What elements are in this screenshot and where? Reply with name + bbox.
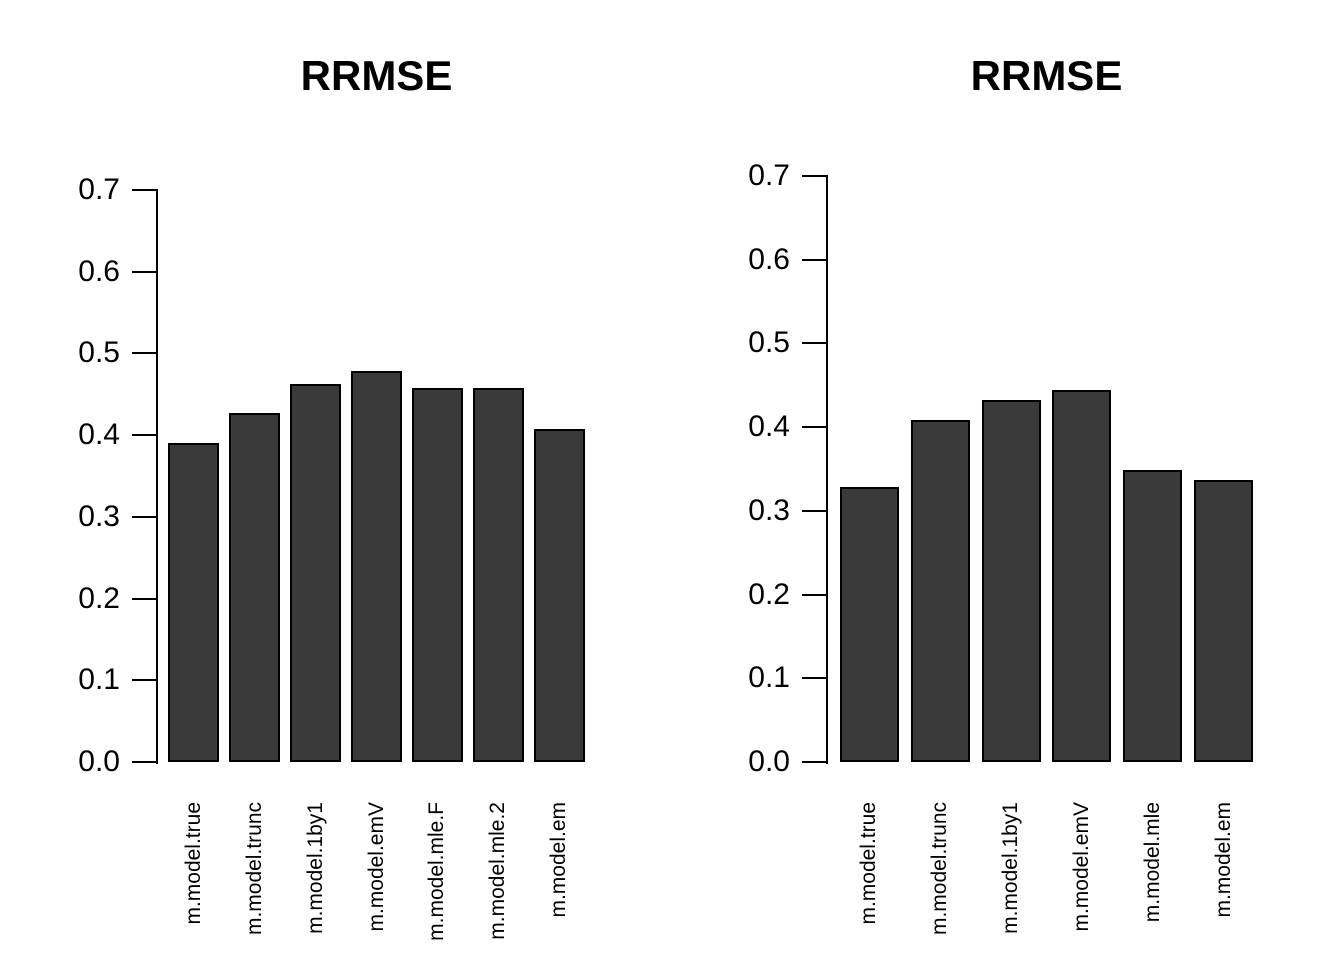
y-tick-label: 0.4 [748,410,790,444]
y-tick [132,515,158,518]
bar-m.model.em [1194,479,1254,762]
y-axis-line [826,175,828,764]
y-tick-label: 0.7 [78,173,120,206]
y-tick [132,679,158,682]
bar-m.model.mle [1123,469,1183,762]
chart-title: RRMSE [970,52,1123,99]
y-tick-label: 0.4 [78,418,120,452]
plot-area: 0.0 0.1 0.2 0.3 0.4 0.5 0.6 0.7 m.model.true m.mo… [672,0,1344,960]
x-tick-label: m.model.emV [364,802,388,932]
y-tick [132,189,158,191]
x-tick-label: m.model.mle.2 [486,802,510,940]
x-tick-label: m.model.true [857,802,881,925]
y-tick-label: 0.5 [78,336,120,370]
x-tick-label: m.model.em [1211,802,1235,918]
y-tick [802,593,828,596]
bar-m.model.1by1 [981,399,1041,762]
y-axis-line [156,189,158,764]
y-tick-label: 0.3 [78,499,120,533]
y-tick [802,426,828,429]
y-tick [132,761,158,763]
y-tick [802,509,828,512]
x-tick-label: m.model.1by1 [303,802,327,934]
y-tick-label: 0.1 [748,661,790,695]
y-tick [802,342,828,345]
barplot-left: RRMSE 0.0 0.1 0.2 0.3 0.4 0.5 0.6 0.7 m.model.tr… [78,52,585,941]
x-tick-label: m.model.emV [1069,802,1093,932]
bar-m.model.trunc [910,419,970,762]
x-tick-label: m.model.mle.F [425,802,449,941]
y-tick-label: 0.6 [748,242,790,276]
x-tick-label: m.model.mle [1140,802,1164,923]
chart-title: RRMSE [300,52,453,99]
y-tick-label: 0.2 [748,577,790,611]
x-tick-label: m.model.true [181,802,205,925]
bar-m.model.true [168,443,219,762]
y-tick [132,270,158,273]
y-tick-label: 0.1 [78,663,120,697]
x-tick-label: m.model.1by1 [999,802,1023,934]
bar-m.model.mle.2 [473,387,524,762]
y-tick-label: 0.0 [78,745,120,778]
y-tick-label: 0.3 [748,493,790,527]
y-tick [802,258,828,261]
y-tick [802,175,828,177]
y-tick [132,352,158,355]
bar-m.model.true [839,486,899,762]
bar-m.model.1by1 [290,384,341,762]
bar-m.model.trunc [229,413,280,762]
y-tick-label: 0.0 [748,745,790,778]
y-tick-label: 0.7 [748,159,790,192]
y-tick [802,677,828,680]
y-tick-label: 0.5 [748,326,790,360]
x-tick-label: m.model.trunc [928,802,952,936]
bar-m.model.em [534,429,585,762]
y-tick [132,597,158,600]
x-tick-label: m.model.trunc [242,802,266,936]
plot-area: 0.0 0.1 0.2 0.3 0.4 0.5 0.6 0.7 m.model.true m.mo… [78,173,585,941]
bar-m.model.emV [351,370,402,762]
y-tick [132,434,158,437]
barplot-right: RRMSE 0.0 0.1 0.2 0.3 0.4 0.5 0.6 0.7 m.model.tr… [672,0,1344,960]
y-tick-label: 0.2 [78,581,120,615]
bar-m.model.mle.F [412,387,463,762]
x-tick-label: m.model.em [547,802,571,918]
y-tick [802,761,828,763]
y-tick-label: 0.6 [78,254,120,288]
bar-m.model.emV [1052,390,1112,762]
